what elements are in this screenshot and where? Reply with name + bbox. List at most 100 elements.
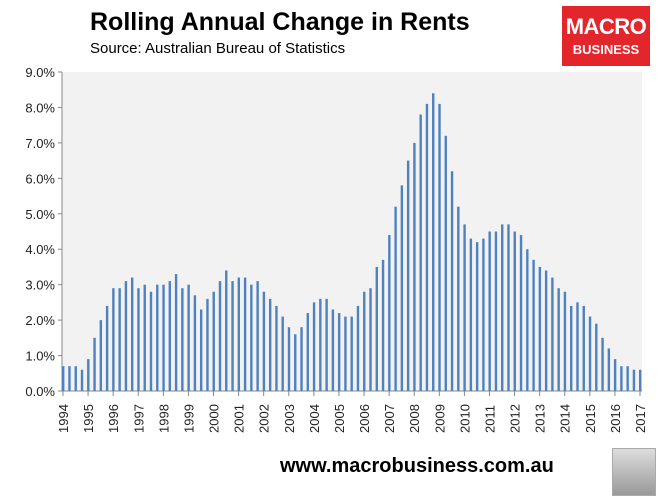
logo-line2: BUSINESS [572, 42, 640, 57]
bar [388, 235, 391, 391]
bar [375, 266, 378, 391]
bar [601, 337, 604, 391]
bar [281, 316, 284, 391]
y-tick-label: 9.0% [25, 65, 55, 80]
bar [275, 305, 278, 391]
bar [532, 259, 535, 391]
bar [507, 224, 510, 391]
bar [381, 259, 385, 391]
bar [137, 288, 140, 391]
bar [256, 281, 259, 391]
bar [237, 277, 241, 391]
chart-title: Rolling Annual Change in Rents [90, 8, 470, 36]
bar [632, 369, 636, 391]
y-tick-label: 6.0% [25, 171, 55, 186]
x-tick-label: 2012 [508, 404, 523, 433]
bar [130, 277, 134, 391]
bar [513, 231, 516, 391]
bar [312, 302, 316, 391]
bar [344, 316, 347, 391]
bar [168, 281, 172, 391]
bar [613, 359, 617, 391]
bar [319, 298, 322, 391]
bar [588, 316, 592, 391]
x-tick-label: 2014 [558, 404, 573, 433]
bar [413, 142, 416, 391]
x-tick-label: 2013 [533, 404, 548, 433]
bar [199, 309, 203, 391]
bar [626, 366, 629, 391]
bar [607, 348, 611, 391]
bar [438, 103, 441, 392]
bar [212, 291, 215, 391]
bar [149, 291, 153, 391]
bar [576, 302, 579, 391]
bar [526, 249, 529, 391]
bar [181, 288, 184, 391]
macrobusiness-logo: MACRO BUSINESS [562, 6, 650, 66]
y-tick-label: 4.0% [25, 242, 55, 257]
wolf-logo-image [612, 448, 656, 496]
x-tick-label: 2009 [432, 404, 447, 433]
website-url: www.macrobusiness.com.au [280, 455, 554, 477]
bar [425, 103, 429, 392]
bar [294, 334, 297, 391]
y-tick-label: 1.0% [25, 349, 55, 364]
bar [74, 366, 77, 391]
bar [306, 313, 309, 391]
bar [118, 288, 121, 391]
x-tick-label: 2017 [633, 404, 648, 433]
x-tick-label: 2003 [282, 404, 297, 433]
bar [519, 235, 523, 391]
bar [570, 305, 573, 391]
bar [450, 171, 454, 391]
bar [463, 224, 466, 391]
bar [268, 298, 272, 391]
bar [419, 114, 422, 392]
x-tick-label: 2002 [257, 404, 272, 433]
bar [400, 185, 404, 391]
y-tick-label: 7.0% [25, 136, 55, 151]
bar [300, 327, 303, 391]
bar [475, 242, 479, 391]
y-tick-label: 0.0% [25, 384, 55, 399]
bar [143, 284, 146, 391]
bar [363, 291, 366, 391]
bar [444, 135, 447, 391]
bar [551, 277, 554, 391]
bar [287, 327, 291, 391]
bar [62, 366, 65, 391]
bar [206, 298, 209, 391]
bar [501, 224, 504, 391]
bar [331, 309, 335, 391]
bar [356, 305, 360, 391]
x-tick-label: 1998 [156, 404, 171, 433]
bar [482, 238, 485, 391]
bar [620, 366, 623, 391]
bar [582, 305, 585, 391]
x-tick-label: 1995 [81, 404, 96, 433]
bar [557, 288, 560, 391]
bar [639, 369, 642, 391]
bar [350, 316, 353, 391]
bar [231, 281, 234, 391]
bar [218, 281, 222, 391]
y-tick-label: 5.0% [25, 207, 55, 222]
x-tick-label: 2008 [407, 404, 422, 433]
bar [406, 160, 410, 391]
bar [162, 284, 165, 391]
bar [112, 288, 115, 391]
bar [250, 284, 253, 391]
bar [68, 366, 71, 391]
bar [99, 320, 103, 391]
bar [93, 337, 96, 391]
x-tick-label: 2016 [608, 404, 623, 433]
x-tick-label: 2010 [457, 404, 472, 433]
bar [105, 305, 109, 391]
bar [262, 291, 266, 391]
bar [325, 298, 328, 391]
chart-subtitle: Source: Australian Bureau of Statistics [90, 40, 346, 57]
x-tick-label: 2006 [357, 404, 372, 433]
x-tick-label: 1994 [56, 404, 71, 433]
